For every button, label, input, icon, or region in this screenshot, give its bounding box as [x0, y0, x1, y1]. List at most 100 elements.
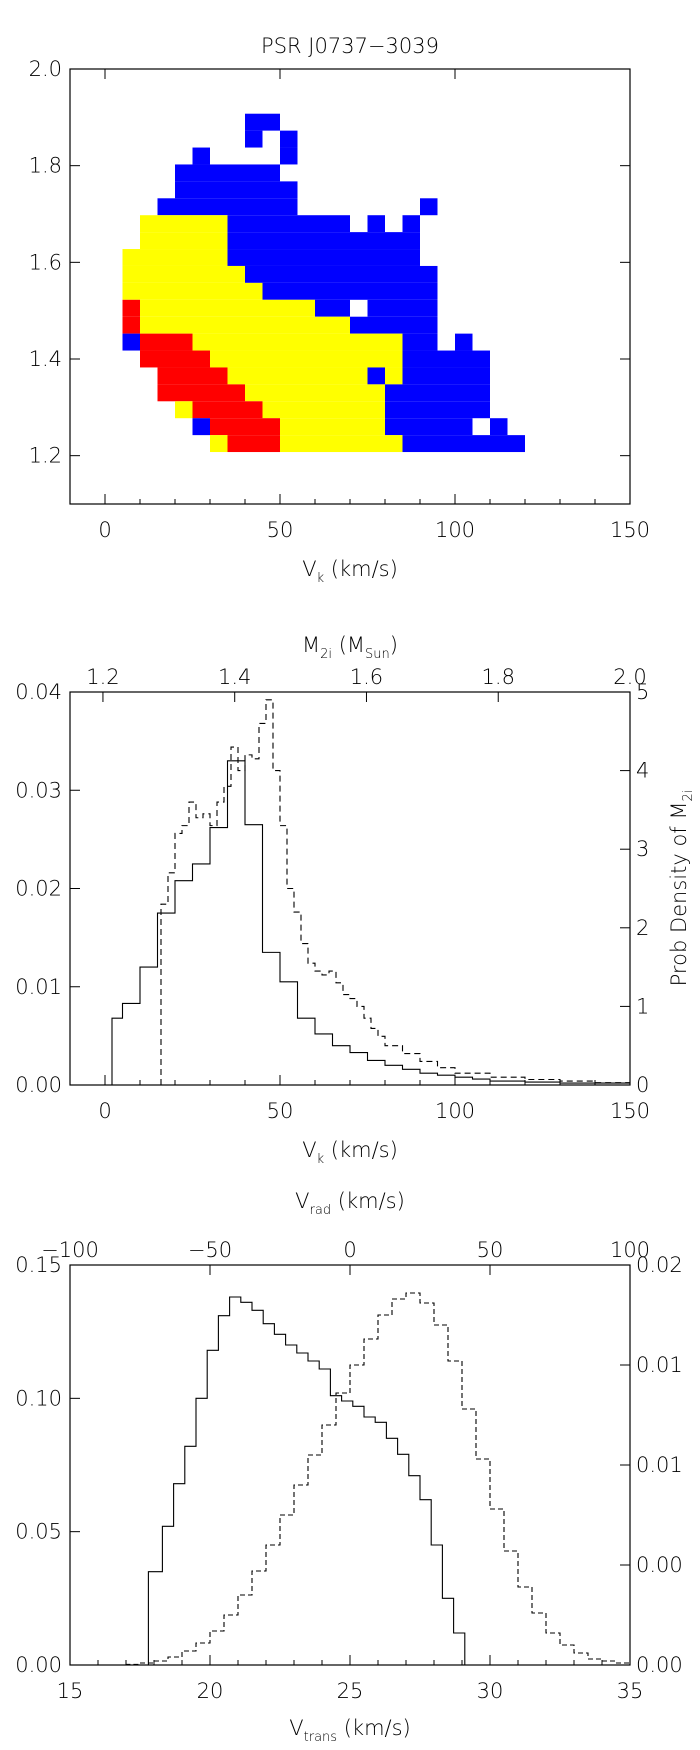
y-tick-label: 1.6	[29, 250, 62, 274]
top-x-tick-label: 0	[343, 1238, 356, 1262]
heatmap-cell-blue	[455, 333, 473, 351]
y-tick-label: 0.00	[15, 1073, 62, 1097]
right-y-tick-label: 4	[636, 759, 649, 783]
top-x-axis-label-unit: (M	[332, 633, 365, 657]
heatmap-cell-yellow	[210, 350, 403, 368]
x-tick-label: 150	[610, 518, 650, 542]
heatmap-cell-red	[192, 401, 263, 419]
heatmap-cell-yellow	[280, 435, 403, 453]
y-tick-label: 1.4	[29, 347, 62, 371]
histograms	[111, 699, 630, 1085]
x-tick-label: 0	[98, 518, 111, 542]
heatmap-cell-blue	[245, 265, 438, 283]
plot-frame	[69, 691, 631, 1086]
axis-ticks: 0 50 100 150 1.2 1.4 1.6 1.8 2.0	[29, 57, 650, 542]
heatmap-cell-blue	[367, 215, 385, 233]
heatmap-cell-yellow	[385, 367, 403, 385]
heatmap-cell-blue	[402, 333, 438, 351]
top-x-axis-label-unit: (km/s)	[331, 1189, 405, 1213]
heatmap-cell-blue	[315, 299, 350, 317]
x-axis-label-unit: (km/s)	[337, 1716, 411, 1740]
chart-title: PSR J0737−3039	[261, 34, 439, 58]
y-tick-label: 0.05	[15, 1520, 62, 1544]
right-y-tick-label: 0.01	[636, 1353, 683, 1377]
right-y-tick-label: 0.01	[636, 1453, 683, 1477]
heatmap-cell-yellow	[192, 333, 403, 351]
heatmap-cell-blue	[402, 367, 490, 385]
y-tick-label: 0.00	[15, 1653, 62, 1677]
heatmap-cell-blue	[175, 164, 280, 182]
histograms	[70, 1292, 630, 1666]
heatmap-cell-blue	[367, 367, 385, 385]
heatmap-cell-blue	[245, 130, 263, 148]
right-y-tick-label: 5	[636, 680, 649, 704]
x-tick-label: 0	[98, 1099, 111, 1123]
right-y-axis-label-subscript: 2i	[681, 790, 696, 802]
heatmap-cell-yellow	[245, 384, 385, 402]
right-y-tick-label: 0	[636, 1073, 649, 1097]
x-axis-label-main: V	[302, 557, 316, 581]
axis-ticks: 15 20 25 30 350.000.050.100.15−100 −50 0 50 1000…	[15, 1238, 683, 1703]
x-tick-label: 25	[337, 1679, 364, 1703]
x-tick-label: 100	[435, 518, 475, 542]
heatmap-cell-yellow	[122, 265, 245, 283]
top-x-tick-label: −50	[188, 1238, 232, 1262]
heatmap-cell-yellow	[175, 401, 193, 419]
heatmap-cell-yellow	[210, 435, 228, 453]
right-y-tick-label: 2	[636, 916, 649, 940]
y-tick-label: 2.0	[29, 57, 62, 81]
heatmap-cell-yellow	[227, 367, 368, 385]
heatmap-cell-blue	[350, 316, 438, 334]
y-tick-label: 0.01	[15, 975, 62, 999]
x-axis-label-subscript: trans	[304, 1730, 337, 1745]
top-x-axis-label: Vrad (km/s)	[295, 1189, 405, 1218]
top-x-axis-label-subscript: 2i	[320, 647, 332, 662]
top-x-axis-label-unit-subscript: Sun	[365, 647, 390, 662]
x-axis-label: Vk (km/s)	[302, 557, 398, 586]
heatmap-cell-red	[140, 350, 210, 368]
x-axis-label: Vtrans (km/s)	[289, 1716, 411, 1745]
heatmap-cell-yellow	[122, 282, 263, 300]
mass-density-histogram	[160, 699, 630, 1085]
x-tick-label: 150	[610, 1099, 650, 1123]
x-tick-label: 50	[267, 518, 294, 542]
x-tick-label: 100	[435, 1099, 475, 1123]
heatmap-cell-blue	[192, 147, 210, 165]
top-x-axis-label-subscript: rad	[310, 1203, 332, 1218]
kick-velocity-histogram	[111, 760, 630, 1085]
heatmap-cell-blue	[490, 418, 508, 436]
heatmap-cell-blue	[385, 401, 490, 419]
x-axis-label-unit: (km/s)	[324, 557, 398, 581]
heatmap-cell-blue	[262, 282, 438, 300]
heatmap-cell-blue	[157, 198, 298, 216]
y-tick-label: 1.2	[29, 444, 62, 468]
heatmap-cell-blue	[175, 181, 298, 199]
top-x-tick-label: 1.6	[350, 665, 383, 689]
heatmap-cell-red	[122, 316, 140, 334]
heatmap-cell-red	[122, 299, 140, 317]
top-x-tick-label: 1.2	[86, 665, 119, 689]
radial-velocity-histogram	[70, 1292, 630, 1666]
y-tick-label: 0.10	[15, 1386, 62, 1410]
y-tick-label: 1.8	[29, 154, 62, 178]
y-tick-label: 0.15	[15, 1253, 62, 1277]
x-tick-label: 30	[477, 1679, 504, 1703]
heatmap-cell-blue	[122, 333, 140, 351]
heatmap-cell-yellow	[140, 299, 315, 317]
heatmap-cell-red	[157, 367, 228, 385]
heatmap-cell-yellow	[262, 401, 385, 419]
heatmap-cell-blue	[227, 215, 350, 233]
x-axis-label-subscript: k	[317, 571, 325, 586]
heatmap-cell-blue	[227, 232, 420, 250]
x-axis-label-unit: (km/s)	[324, 1138, 398, 1162]
right-y-tick-label: 0.02	[636, 1253, 683, 1277]
top-x-tick-label: 1.8	[482, 665, 515, 689]
panel-kick-distribution: M2i (MSun) 0 50 100 1500.000.010.020.030.04…	[15, 633, 696, 1167]
x-axis-label-main: V	[302, 1138, 316, 1162]
heatmap-cell-blue	[402, 215, 420, 233]
heatmap-cell-red	[210, 418, 280, 436]
heatmap-cell-blue	[420, 198, 438, 216]
heatmap-cell-yellow	[122, 249, 228, 266]
